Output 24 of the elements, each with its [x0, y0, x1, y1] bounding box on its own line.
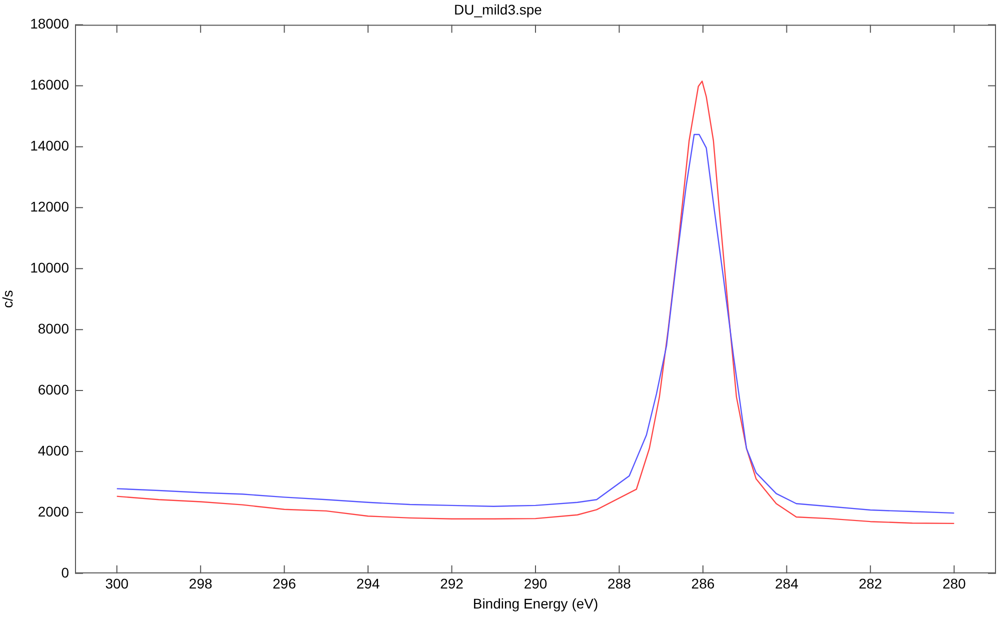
x-tick-label: 288: [608, 576, 632, 592]
y-tick-label: 14000: [30, 138, 70, 154]
y-tick-label: 8000: [38, 320, 70, 336]
x-tick-label: 280: [942, 576, 966, 592]
x-tick-label: 292: [440, 576, 464, 592]
y-tick-label: 18000: [30, 16, 70, 32]
y-axis-title: c/s: [0, 290, 16, 308]
y-tick-label: 4000: [38, 442, 70, 458]
x-tick-label: 284: [775, 576, 799, 592]
chart-title: DU_mild3.spe: [454, 1, 542, 18]
y-tick-label: 12000: [30, 198, 70, 215]
y-tick-label: 10000: [30, 259, 70, 276]
x-tick-label: 298: [188, 576, 212, 592]
x-tick-label: 286: [691, 576, 715, 592]
x-tick-label: 282: [858, 576, 882, 592]
x-tick-label: 296: [272, 576, 296, 592]
y-tick-label: 2000: [38, 503, 70, 520]
y-tick-label: 0: [61, 564, 70, 580]
x-axis-title: Binding Energy (eV): [472, 595, 598, 612]
x-tick-label: 300: [105, 576, 129, 592]
y-tick-label: 16000: [30, 76, 70, 93]
x-tick-label: 294: [356, 576, 380, 592]
y-tick-label: 6000: [38, 381, 70, 398]
x-tick-label: 290: [524, 576, 548, 592]
